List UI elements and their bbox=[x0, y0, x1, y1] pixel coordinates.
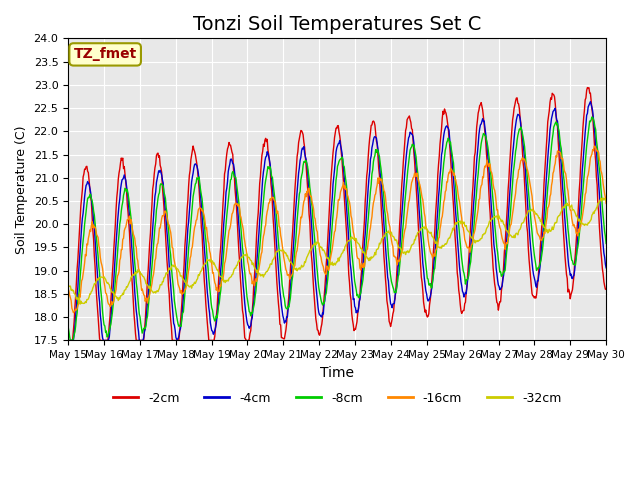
X-axis label: Time: Time bbox=[320, 366, 354, 380]
Legend: -2cm, -4cm, -8cm, -16cm, -32cm: -2cm, -4cm, -8cm, -16cm, -32cm bbox=[108, 387, 566, 410]
Y-axis label: Soil Temperature (C): Soil Temperature (C) bbox=[15, 125, 28, 253]
Title: Tonzi Soil Temperatures Set C: Tonzi Soil Temperatures Set C bbox=[193, 15, 481, 34]
Text: TZ_fmet: TZ_fmet bbox=[74, 48, 137, 61]
